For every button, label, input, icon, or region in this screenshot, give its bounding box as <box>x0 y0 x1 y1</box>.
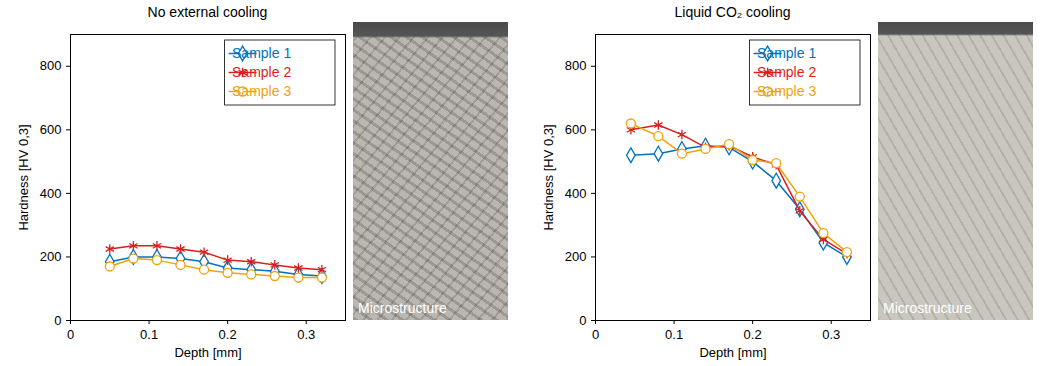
svg-text:0.2: 0.2 <box>744 327 762 342</box>
svg-text:0: 0 <box>54 313 61 328</box>
svg-text:Depth [mm]: Depth [mm] <box>174 345 241 360</box>
svg-text:600: 600 <box>40 122 62 137</box>
svg-text:Depth [mm]: Depth [mm] <box>699 345 766 360</box>
svg-text:0.1: 0.1 <box>665 327 683 342</box>
svg-text:Sample 1: Sample 1 <box>232 45 291 61</box>
svg-text:Sample 3: Sample 3 <box>757 83 816 99</box>
svg-text:400: 400 <box>40 186 62 201</box>
svg-text:Hardness [HV 0,3]: Hardness [HV 0,3] <box>16 124 31 230</box>
svg-text:0.3: 0.3 <box>297 327 315 342</box>
html-text:Microstructure: Microstructure <box>358 300 447 316</box>
svg-text:400: 400 <box>565 186 587 201</box>
svg-text:0.2: 0.2 <box>219 327 237 342</box>
svg-text:0: 0 <box>579 313 586 328</box>
svg-text:0: 0 <box>67 327 74 342</box>
svg-text:0.1: 0.1 <box>140 327 158 342</box>
svg-text:Sample 3: Sample 3 <box>232 83 291 99</box>
svg-text:Sample 1: Sample 1 <box>757 45 816 61</box>
svg-text:0.3: 0.3 <box>822 327 840 342</box>
html-text:No external cooling: No external cooling <box>147 4 268 20</box>
html-text:Liquid CO₂ cooling: Liquid CO₂ cooling <box>674 4 791 20</box>
svg-text:800: 800 <box>40 58 62 73</box>
svg-text:600: 600 <box>565 122 587 137</box>
html-text:Microstructure: Microstructure <box>883 300 972 316</box>
svg-text:800: 800 <box>565 58 587 73</box>
svg-text:Sample 2: Sample 2 <box>757 64 816 80</box>
svg-text:200: 200 <box>565 249 587 264</box>
svg-text:0: 0 <box>592 327 599 342</box>
svg-text:Sample 2: Sample 2 <box>232 64 291 80</box>
svg-text:Hardness [HV 0,3]: Hardness [HV 0,3] <box>541 124 556 230</box>
svg-text:200: 200 <box>40 249 62 264</box>
